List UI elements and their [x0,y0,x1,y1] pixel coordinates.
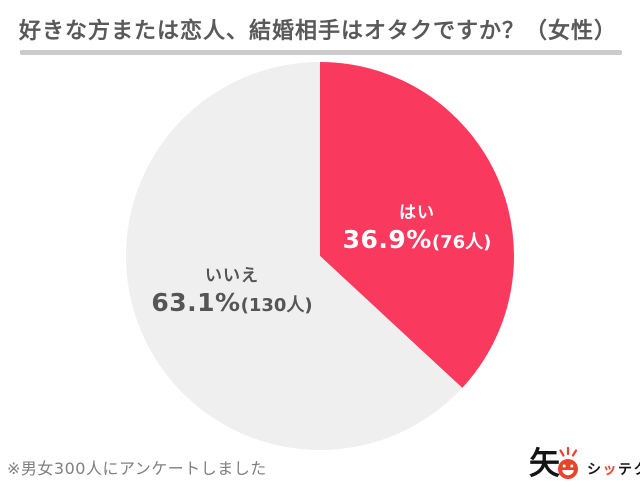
brand-logo: 矢 シッテク [529,444,640,486]
brand-text-part3: テク [618,462,640,478]
brand-text-part2: ッ [602,462,618,478]
title-underline [20,50,622,55]
chart-title: 好きな方または恋人、結婚相手はオタクですか？（女性） [19,19,618,44]
pie-svg [126,62,514,450]
brand-text-part1: シ [587,462,603,478]
survey-footnote: ※男女300人にアンケートしました [7,459,267,478]
brand-kanji: 矢 [529,446,560,482]
smiley-icon [558,446,578,479]
pie-chart: はい 36.9%(76人) いいえ 63.1%(130人) [126,62,514,450]
pie-slice-2 [126,62,463,450]
brand-text: シッテク [587,459,640,479]
pie-slice-1 [320,62,514,388]
